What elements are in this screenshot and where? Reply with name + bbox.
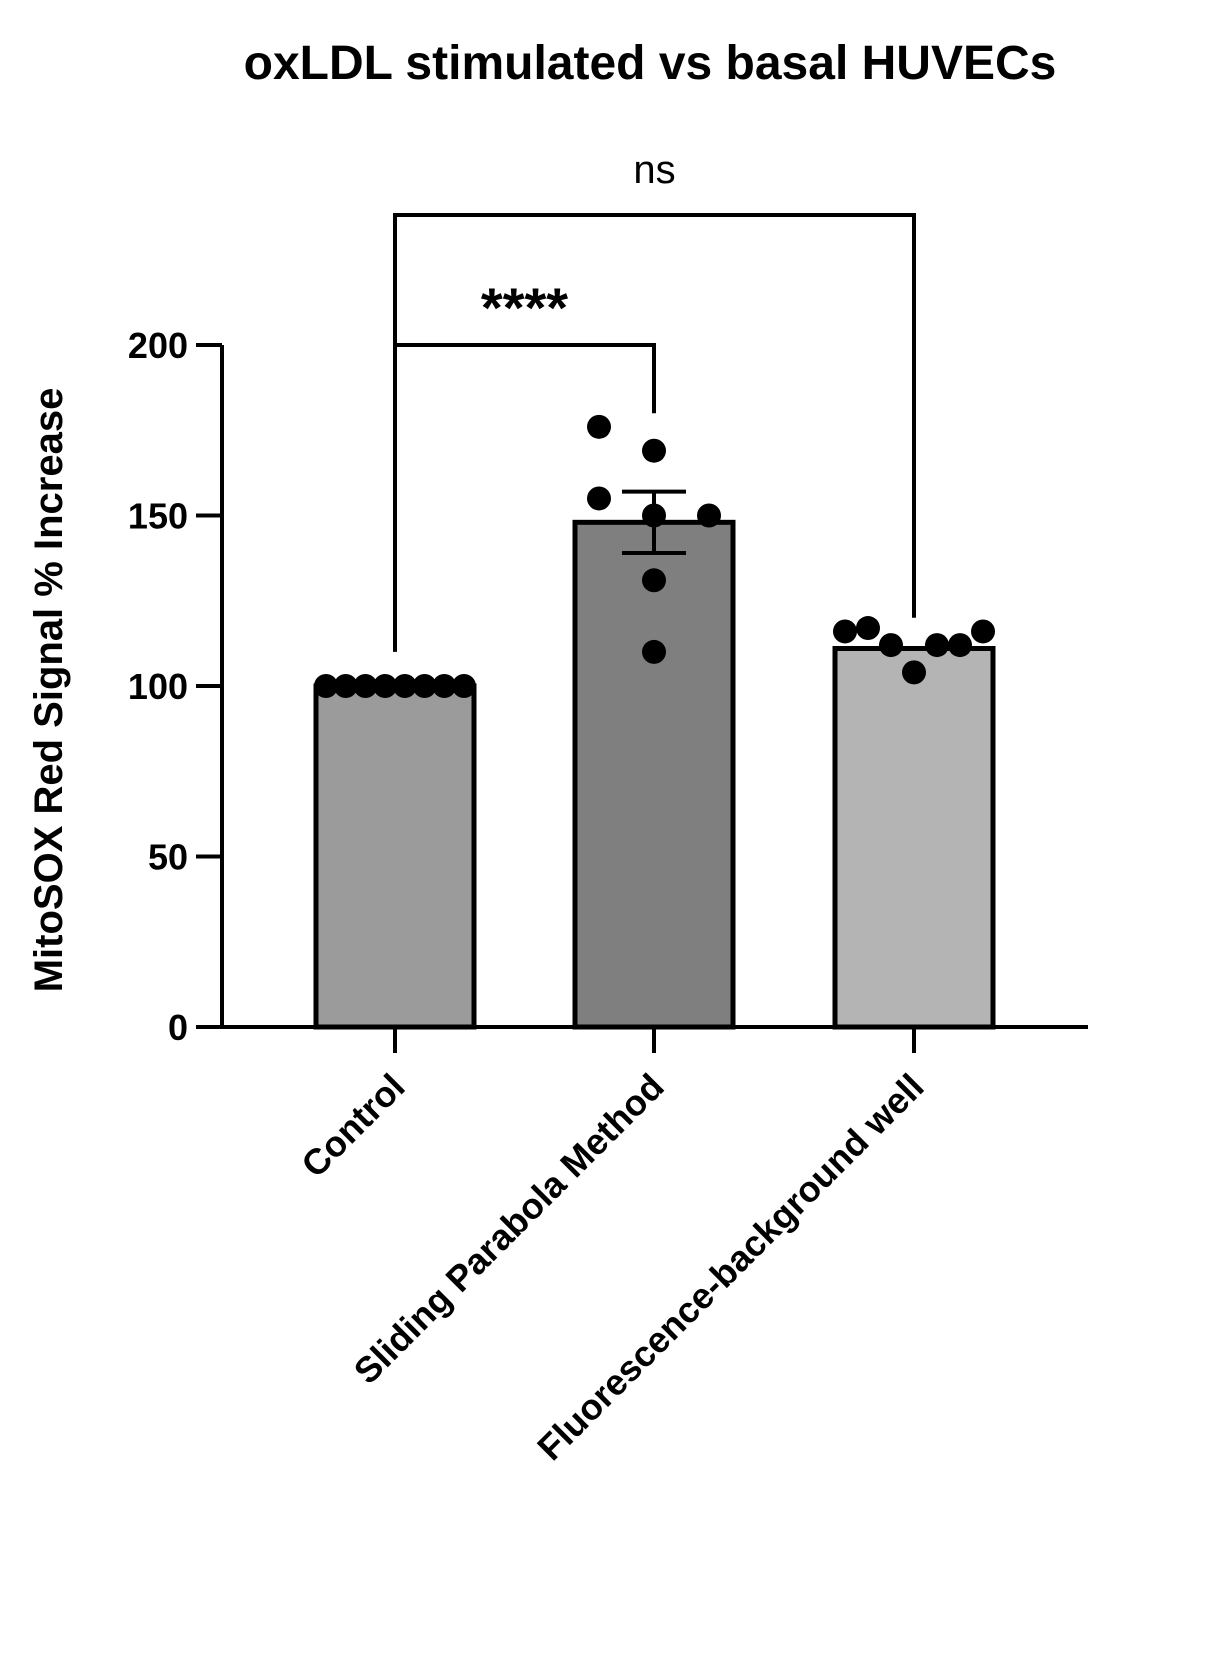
y-tick-label: 150 xyxy=(128,496,188,537)
data-points xyxy=(314,414,995,698)
chart-title: oxLDL stimulated vs basal HUVECs xyxy=(244,37,1057,90)
x-tick-label: Control xyxy=(293,1066,412,1185)
data-point xyxy=(412,674,437,698)
data-point xyxy=(642,503,666,528)
data-point xyxy=(697,503,721,528)
y-tick-label: 0 xyxy=(168,1007,188,1048)
data-point xyxy=(432,674,457,698)
data-point xyxy=(587,486,611,511)
significance-label: **** xyxy=(481,276,568,339)
data-point xyxy=(971,619,995,644)
data-point xyxy=(925,633,949,658)
data-point xyxy=(642,639,666,664)
data-point xyxy=(452,674,476,698)
data-point xyxy=(642,438,666,463)
data-point xyxy=(879,633,903,658)
bar xyxy=(572,519,736,1030)
data-point xyxy=(353,674,378,698)
significance-bracket xyxy=(393,213,916,639)
significance-label: ns xyxy=(633,148,675,192)
y-axis-label: MitoSOX Red Signal % Increase xyxy=(27,388,71,993)
data-point xyxy=(373,674,398,698)
data-point xyxy=(642,568,666,593)
y-tick-label: 200 xyxy=(128,325,188,366)
y-tick-label: 100 xyxy=(128,666,188,707)
bar xyxy=(832,645,996,1030)
data-point xyxy=(333,674,358,698)
data-point xyxy=(948,633,972,658)
data-point xyxy=(856,616,880,641)
data-point xyxy=(392,674,417,698)
bar xyxy=(313,683,477,1030)
y-tick-label: 50 xyxy=(148,837,188,878)
bars xyxy=(313,519,996,1030)
data-point xyxy=(314,674,338,698)
data-point xyxy=(833,619,857,644)
data-point xyxy=(587,414,611,439)
data-point xyxy=(902,660,926,685)
significance-brackets: **** ns xyxy=(393,148,916,652)
x-tick-label: Sliding Parabola Method xyxy=(346,1066,672,1392)
